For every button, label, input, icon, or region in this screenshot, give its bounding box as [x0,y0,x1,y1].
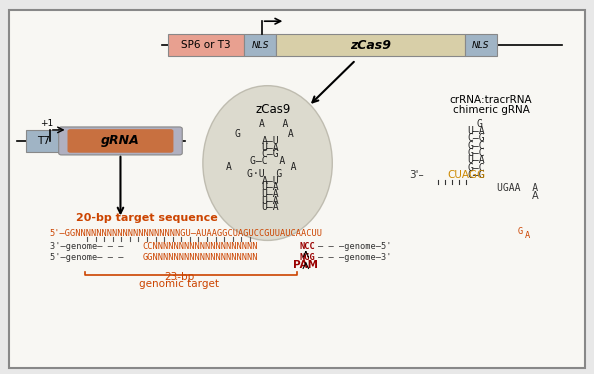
Text: A–U: A–U [262,176,279,186]
Text: C–G: C–G [262,149,279,159]
Text: chimeric gRNA: chimeric gRNA [453,105,530,114]
Text: zCas9: zCas9 [256,103,291,116]
Text: NLS: NLS [251,41,269,50]
Text: NLS: NLS [472,41,489,50]
Text: U–A: U–A [467,126,485,136]
Text: U–A: U–A [262,202,279,212]
Text: 3'–genome– – –: 3'–genome– – – [50,242,124,251]
FancyBboxPatch shape [68,129,173,153]
Text: A–U: A–U [262,136,279,146]
Text: G: G [476,119,482,129]
Text: A          A: A A [226,162,297,172]
Text: SP6 or T3: SP6 or T3 [181,40,230,50]
Text: G: G [517,227,523,236]
Text: T7: T7 [37,136,50,146]
Text: crRNA:tracrRNA: crRNA:tracrRNA [450,95,532,105]
Text: UGAA  A: UGAA A [497,183,538,193]
Text: – – –genome–3': – – –genome–3' [318,253,391,262]
Text: G–C: G–C [467,163,485,173]
Text: +1: +1 [40,119,53,128]
Text: 20-bp target sequence: 20-bp target sequence [76,213,218,223]
Text: C–G: C–G [467,134,485,143]
FancyBboxPatch shape [276,34,465,56]
Text: – – –genome–5': – – –genome–5' [318,242,391,251]
FancyBboxPatch shape [244,34,276,56]
Text: G        A: G A [235,129,294,139]
Text: C–G: C–G [467,170,485,180]
Text: U–A: U–A [262,196,279,206]
Text: NCC: NCC [299,242,315,251]
Text: G–C: G–C [467,148,485,158]
Text: CUAGG: CUAGG [447,170,485,180]
Text: GGNNNNNNNNNNNNNNNNNNNN: GGNNNNNNNNNNNNNNNNNNNN [142,253,258,262]
Text: PAM: PAM [293,260,318,270]
Text: G–C: G–C [467,141,485,151]
Ellipse shape [203,86,332,240]
Text: genomic target: genomic target [140,279,219,288]
Text: G·U  G: G·U G [247,169,282,179]
Text: 5'–genome– – –: 5'–genome– – – [50,253,124,262]
Text: A: A [532,191,539,201]
Text: A: A [525,231,530,240]
Text: 3'–: 3'– [409,170,424,180]
Text: U–A: U–A [467,156,485,165]
Text: U–A: U–A [262,183,279,192]
FancyBboxPatch shape [465,34,497,56]
Text: NGG: NGG [299,253,315,262]
Text: U–A: U–A [262,189,279,199]
Text: gRNA: gRNA [101,134,140,147]
Text: CCNNNNNNNNNNNNNNNNNNNN: CCNNNNNNNNNNNNNNNNNNNN [142,242,258,251]
Text: zCas9: zCas9 [350,39,391,52]
FancyBboxPatch shape [168,34,244,56]
Text: A   A: A A [259,119,288,129]
Text: G–C  A: G–C A [250,156,285,166]
FancyBboxPatch shape [26,130,62,152]
Text: U–A: U–A [262,142,279,153]
Text: 5'–GGNNNNNNNNNNNNNNNNNNNNGU–AUAAGGCUAGUCCGUUAUCAACUU: 5'–GGNNNNNNNNNNNNNNNNNNNNGU–AUAAGGCUAGUC… [50,229,323,237]
Text: 23-bp: 23-bp [164,272,194,282]
FancyBboxPatch shape [59,127,182,155]
FancyBboxPatch shape [9,10,585,368]
